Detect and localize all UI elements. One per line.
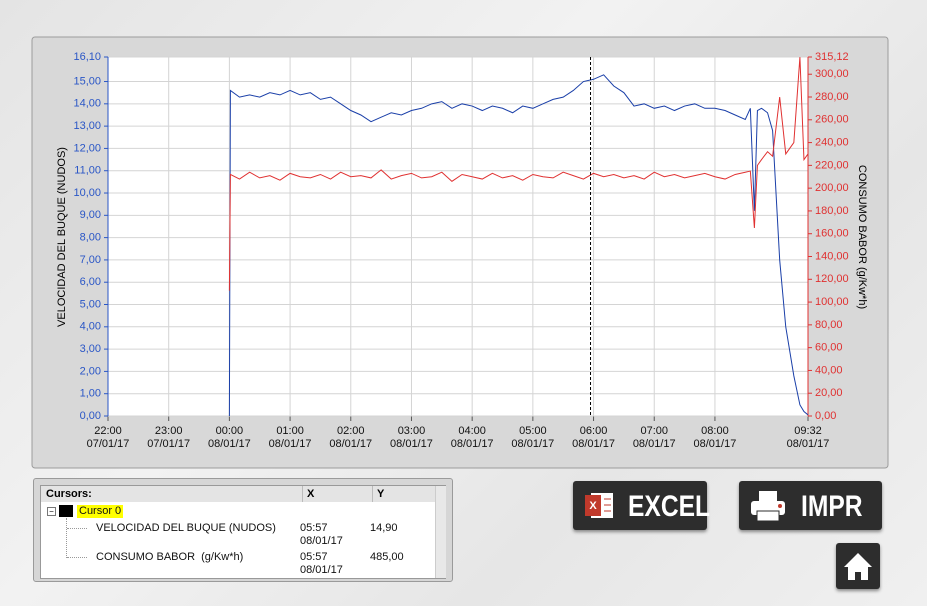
header-cell: X	[302, 486, 373, 502]
x-tick-label: 06:00 08/01/17	[572, 425, 615, 450]
y2-tick-label: 180,00	[815, 205, 849, 217]
button-label: EXCEL	[628, 490, 711, 523]
scrollbar[interactable]	[435, 486, 446, 578]
row-label: VELOCIDAD DEL BUQUE (NUDOS)	[96, 522, 276, 534]
x-tick-label: 22:00 07/01/17	[86, 425, 130, 450]
y-tick-label: 2,00	[80, 365, 101, 377]
y2-axis-label: CONSUMO BABOR (g/Kw*h)	[856, 165, 868, 309]
x-tick-label: 07:00 08/01/17	[632, 425, 676, 450]
collapse-toggle[interactable]: −	[47, 507, 56, 516]
x-tick-label: 02:00 08/01/17	[329, 425, 373, 450]
row-x-date: 08/01/17	[300, 564, 343, 576]
row-x-time: 05:57	[300, 522, 328, 534]
header-cell: Cursors:	[41, 486, 302, 502]
row-y: 485,00	[370, 551, 404, 563]
y-tick-label: 11,00	[74, 165, 101, 177]
print-button[interactable]: IMPR	[739, 481, 882, 530]
y-tick-label: 1,00	[80, 388, 101, 400]
y2-tick-label: 60,00	[815, 342, 843, 354]
x-tick-label: 00:00 08/01/17	[207, 425, 251, 450]
cursor-color	[59, 505, 73, 517]
y2-tick-label: 40,00	[815, 364, 843, 376]
y-tick-label: 13,00	[73, 120, 101, 132]
header-cell: Y	[372, 486, 439, 502]
x-tick-label: 09:32 08/01/17	[786, 425, 830, 450]
tree-line	[67, 557, 87, 558]
excel-button[interactable]: X EXCEL	[573, 481, 711, 530]
y-tick-label: 5,00	[80, 298, 101, 310]
y2-tick-label: 0,00	[815, 410, 836, 422]
y-tick-label: 16,10	[73, 51, 101, 63]
y-tick-label: 7,00	[80, 254, 101, 266]
y-tick-label: 9,00	[80, 209, 101, 221]
x-tick-label: 03:00 08/01/17	[390, 425, 433, 450]
y2-tick-label: 300,00	[815, 68, 849, 80]
y2-tick-label: 220,00	[815, 159, 849, 171]
x-tick-label: 23:00 07/01/17	[147, 425, 191, 450]
row-label: CONSUMO BABOR (g/Kw*h)	[96, 551, 244, 563]
y2-tick-label: 20,00	[815, 387, 843, 399]
series-line	[228, 57, 809, 291]
print-icon	[751, 491, 785, 522]
y-tick-label: 3,00	[80, 343, 101, 355]
row-x-date: 08/01/17	[300, 535, 343, 547]
tree-line	[67, 528, 87, 529]
tree-line	[66, 518, 68, 558]
y2-tick-label: 80,00	[815, 319, 843, 331]
y-tick-label: 14,00	[73, 98, 101, 110]
cursor-name[interactable]: Cursor 0	[77, 505, 124, 518]
button-label: IMPR	[801, 490, 863, 523]
cursor-panel: Cursors: X Y − Cursor 0 VELOCIDAD DEL BU…	[33, 478, 453, 582]
cursor-table: Cursors: X Y − Cursor 0 VELOCIDAD DEL BU…	[40, 485, 446, 579]
x-tick-label: 01:00 08/01/17	[268, 425, 312, 450]
y2-tick-label: 315,12	[815, 51, 849, 63]
y2-tick-label: 200,00	[815, 182, 849, 194]
y-tick-label: 8,00	[80, 232, 101, 244]
plot-area	[107, 56, 809, 417]
y2-tick-label: 100,00	[815, 296, 849, 308]
x-tick-label: 08:00 08/01/17	[693, 425, 737, 450]
y-tick-label: 10,00	[73, 187, 101, 199]
y2-tick-label: 240,00	[815, 136, 849, 148]
x-tick-label: 05:00 08/01/17	[511, 425, 555, 450]
y2-tick-label: 140,00	[815, 250, 849, 262]
y-tick-label: 0,00	[80, 410, 101, 422]
y-tick-label: 4,00	[80, 321, 101, 333]
row-x-time: 05:57	[300, 551, 328, 563]
excel-icon: X	[585, 493, 613, 518]
y2-tick-label: 120,00	[815, 273, 849, 285]
home-icon	[844, 553, 872, 580]
x-tick-label: 04:00 08/01/17	[450, 425, 494, 450]
y-tick-label: 6,00	[80, 276, 101, 288]
y2-tick-label: 280,00	[815, 91, 849, 103]
series-line	[228, 74, 809, 417]
home-button[interactable]	[836, 543, 880, 589]
y2-tick-label: 260,00	[815, 114, 849, 126]
svg-text:X: X	[589, 500, 597, 512]
y2-tick-label: 160,00	[815, 228, 849, 240]
y-axis-label: VELOCIDAD DEL BUQUE (NUDOS)	[56, 147, 68, 327]
y-tick-label: 15,00	[73, 75, 101, 87]
y-tick-label: 12,00	[73, 142, 101, 154]
row-y: 14,90	[370, 522, 398, 534]
